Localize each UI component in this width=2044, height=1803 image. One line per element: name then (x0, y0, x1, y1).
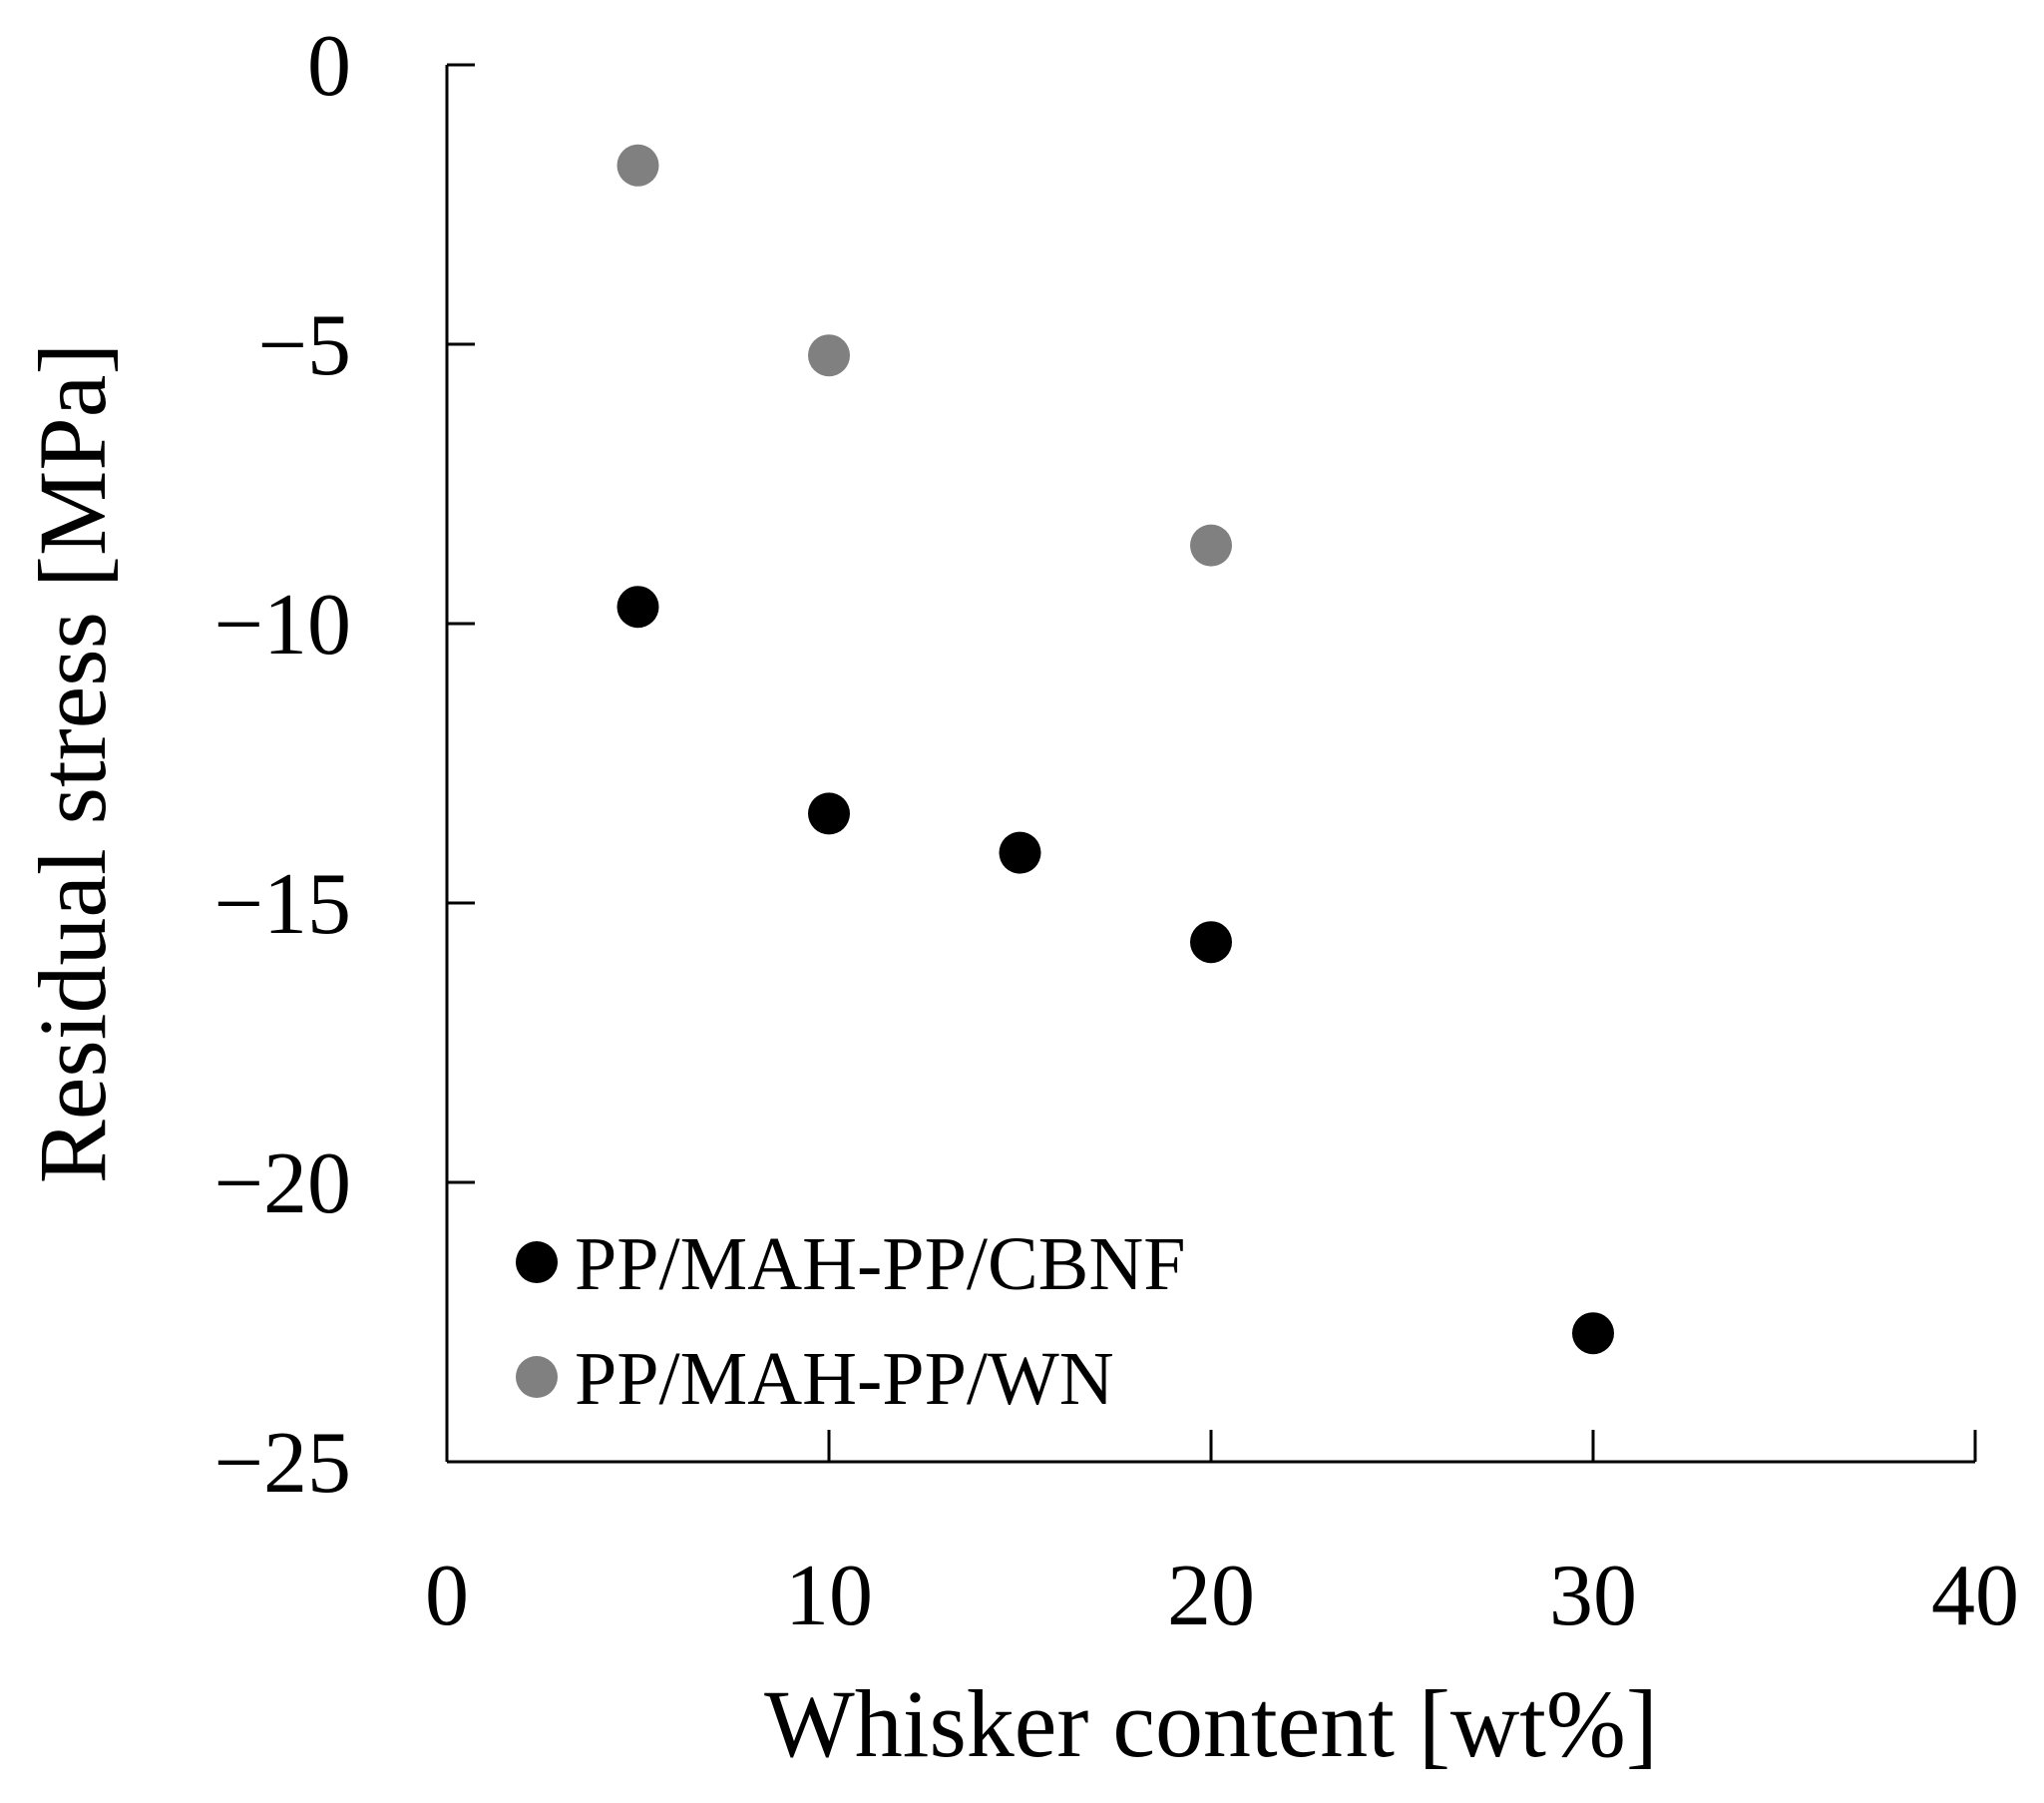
data-point-series-1 (808, 792, 850, 835)
legend-label: PP/MAH-PP/CBNF (575, 1222, 1186, 1306)
data-point-series-1 (1190, 921, 1232, 964)
x-ticks: 0 10 20 30 40 (425, 1430, 2019, 1644)
y-tick-label: −20 (213, 1135, 351, 1232)
x-tick-label: 30 (1549, 1548, 1637, 1644)
data-point-series-1 (616, 586, 659, 629)
y-tick-label: 0 (307, 18, 351, 115)
y-tick-label: −15 (213, 856, 351, 953)
x-tick-label: 0 (425, 1548, 469, 1644)
y-axis-title: Residual stress [MPa] (19, 343, 126, 1184)
data-point-series-2 (808, 334, 850, 377)
data-point-series-2 (1190, 524, 1232, 567)
x-tick-label: 10 (785, 1548, 873, 1644)
data-point-series-1 (999, 831, 1041, 874)
y-tick-label: −25 (213, 1415, 351, 1512)
data-points (616, 144, 1614, 1355)
legend-label: PP/MAH-PP/WN (575, 1337, 1114, 1421)
x-tick-label: 40 (1931, 1548, 2019, 1644)
data-point-series-1 (1572, 1312, 1614, 1355)
x-axis-title: Whisker content [wt%] (764, 1670, 1658, 1777)
y-ticks: 0 −5 −10 −15 −20 −25 (213, 18, 475, 1512)
x-tick-label: 20 (1167, 1548, 1255, 1644)
legend-marker (516, 1241, 558, 1283)
data-point-series-2 (616, 144, 659, 187)
legend-marker (516, 1356, 558, 1398)
y-tick-label: −5 (257, 297, 351, 394)
y-tick-label: −10 (213, 577, 351, 674)
legend: PP/MAH-PP/CBNF PP/MAH-PP/WN (516, 1222, 1186, 1421)
